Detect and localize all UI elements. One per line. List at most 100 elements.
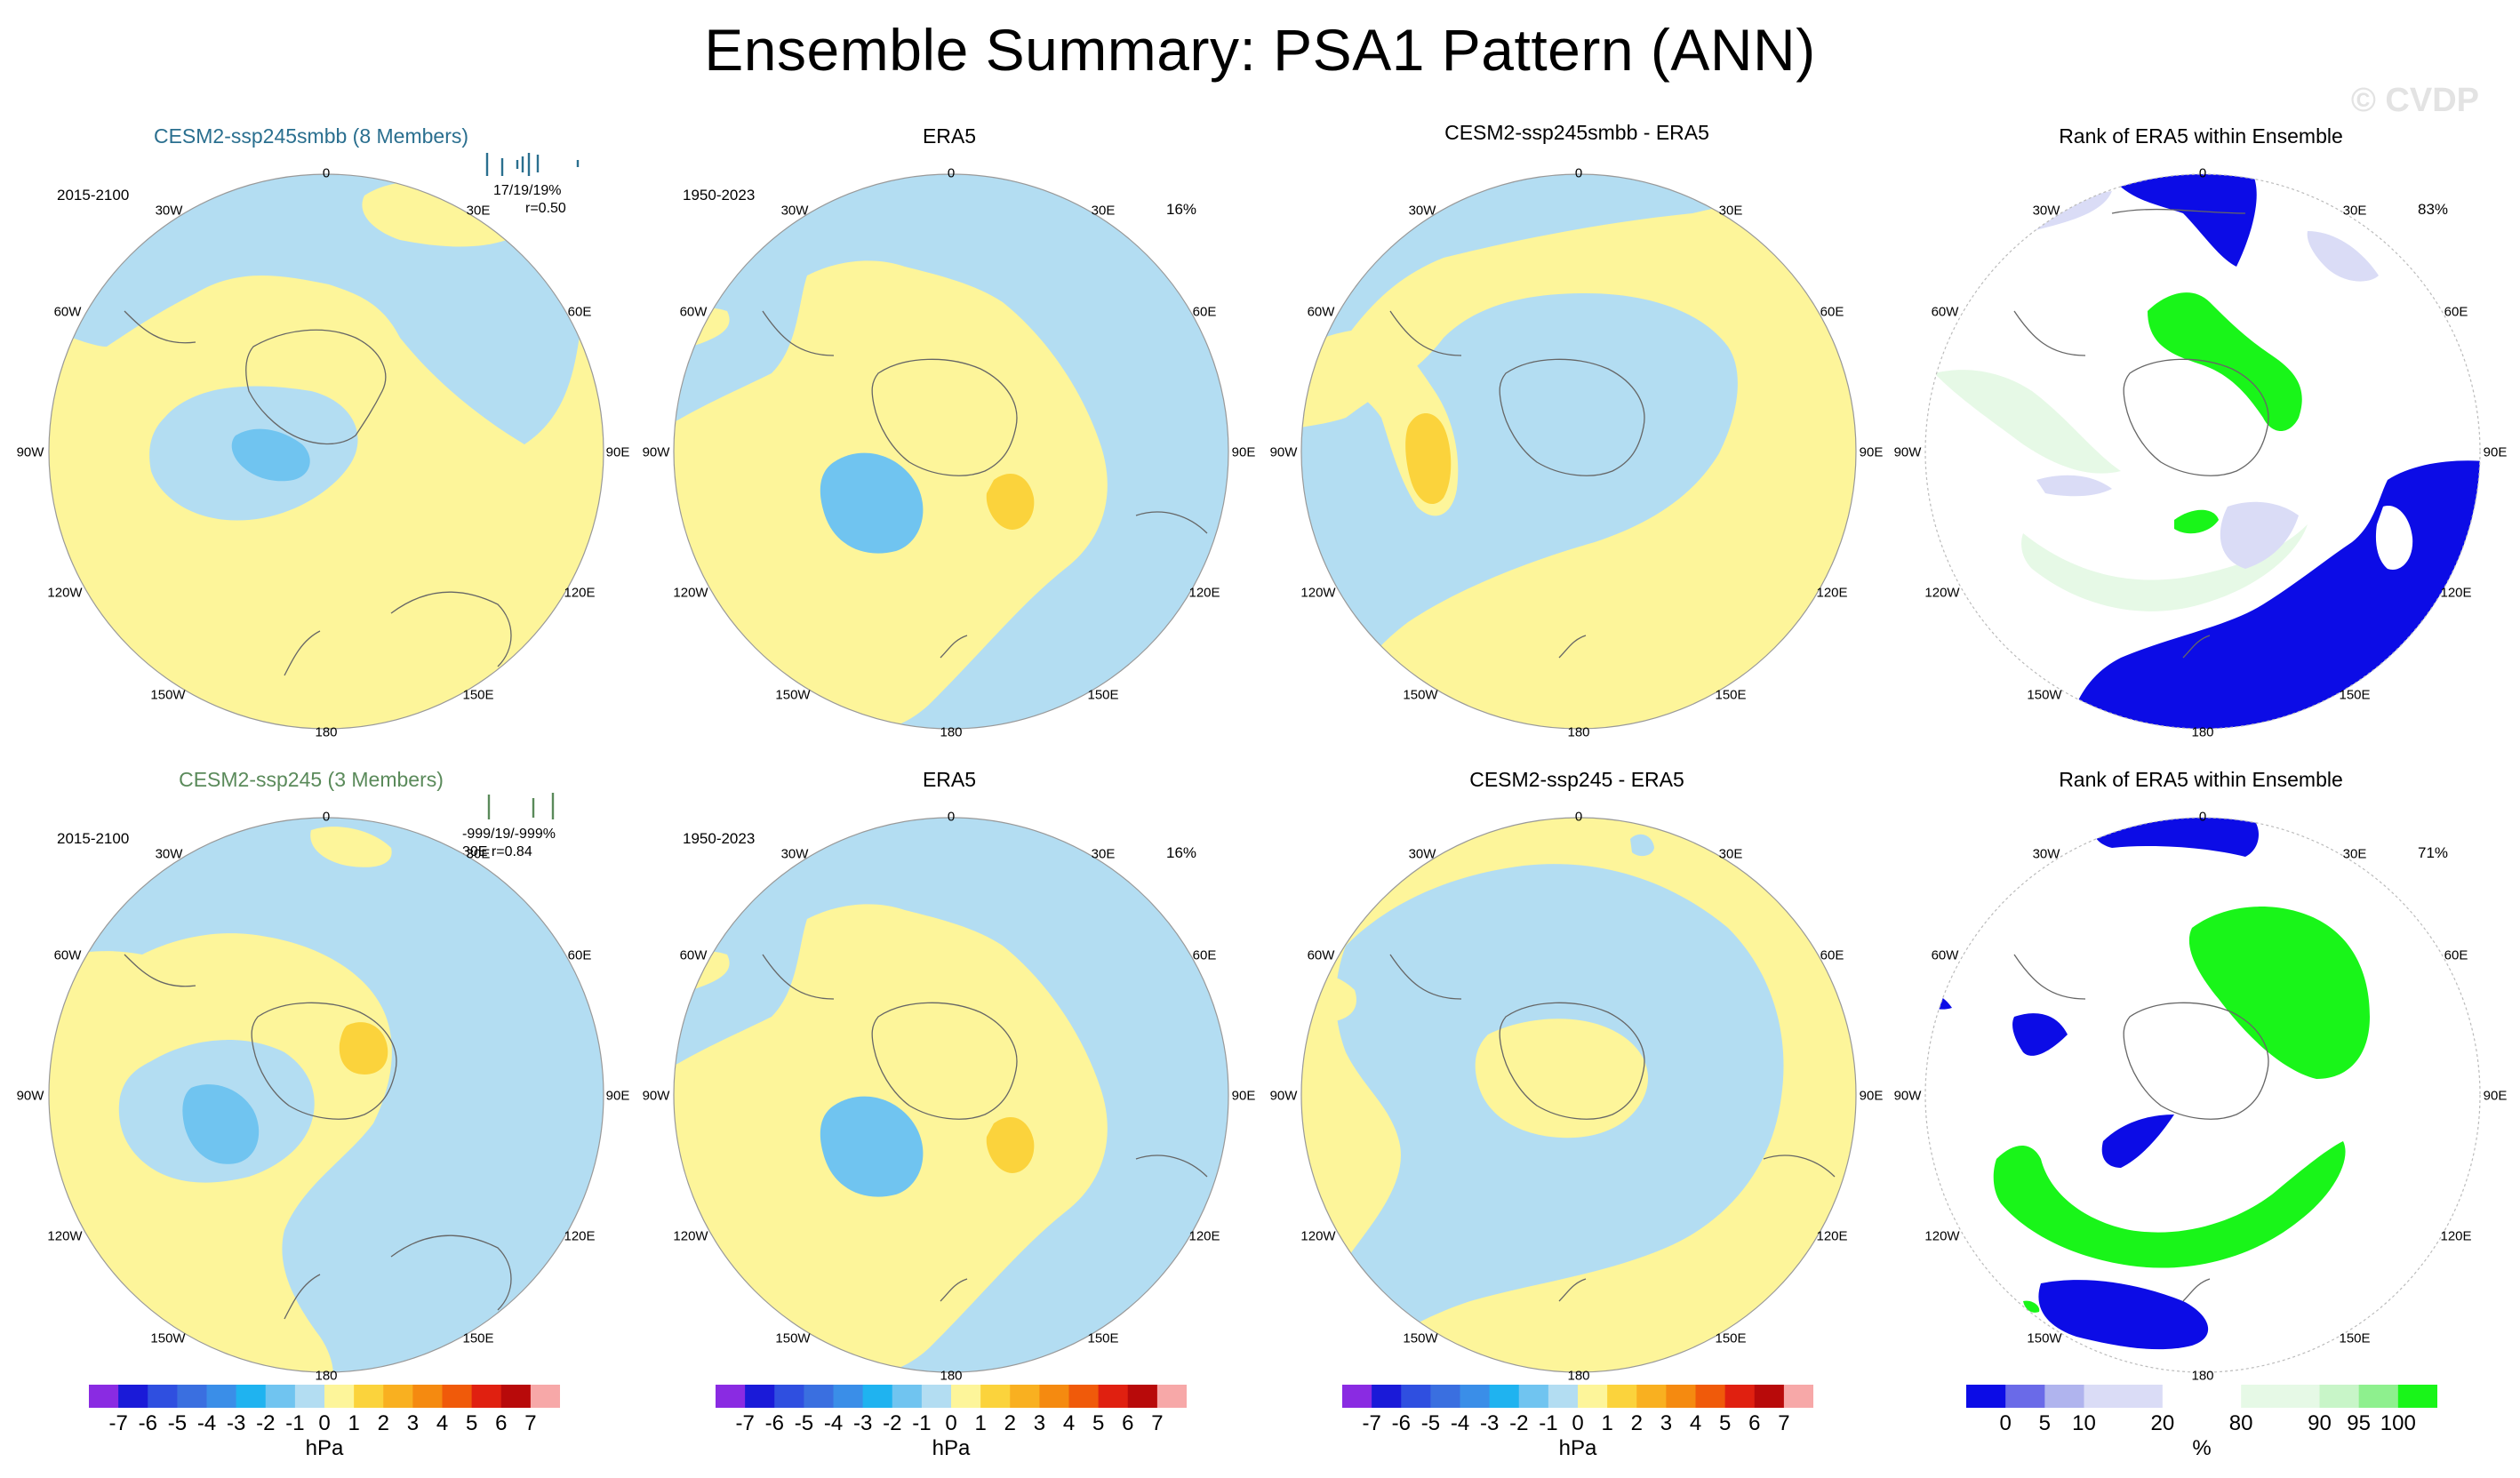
colorbar-swatch <box>1156 1385 1188 1408</box>
panel-title: ERA5 <box>922 768 977 791</box>
lon-label-150w: 150W <box>1403 1330 1438 1346</box>
stats-label: -999/19/-999% 30E r=0.84 <box>462 826 556 861</box>
colorbar-tick-label: -7 <box>108 1411 128 1435</box>
positive-core <box>1405 413 1452 505</box>
colorbar-tick-label: 5 <box>1718 1411 1732 1435</box>
lon-label-60w: 60W <box>1931 947 1959 963</box>
colorbar-swatch <box>1401 1385 1431 1408</box>
negative-core <box>820 452 924 554</box>
lon-label-60e: 60E <box>1192 947 1217 963</box>
colorbar-swatch <box>177 1385 208 1408</box>
colorbar-swatch <box>745 1385 775 1408</box>
colorbar-tick-label: -4 <box>823 1411 844 1435</box>
colorbar-swatch <box>2162 1385 2203 1408</box>
rank-green-arc <box>1993 1141 2346 1268</box>
rank-mint-arc <box>1934 370 2308 611</box>
lon-label-90w: 90W <box>1893 444 1922 460</box>
lon-label-90e: 90E <box>1231 444 1256 460</box>
colorbar-swatch <box>2044 1385 2084 1408</box>
stats-line-1: 17/19/19% <box>493 183 562 198</box>
panel-title: Rank of ERA5 within Ensemble <box>2059 768 2343 791</box>
colorbar-swatch <box>833 1385 864 1408</box>
lon-label-60w: 60W <box>53 947 82 963</box>
negative-core <box>231 428 310 482</box>
colorbar-tick-label: -6 <box>138 1411 157 1435</box>
background-field <box>1925 818 2480 1372</box>
rank-lav-north <box>2005 191 2379 282</box>
lon-label-120e: 120E <box>1816 585 1848 601</box>
lon-label-120e: 120E <box>564 585 596 601</box>
colorbar-swatch <box>2241 1385 2281 1408</box>
colorbar-swatch <box>500 1385 532 1408</box>
colorbar-swatch <box>383 1385 413 1408</box>
colorbar-swatch <box>206 1385 237 1408</box>
colorbar-tick-label: 4 <box>436 1411 449 1435</box>
colorbar-swatch <box>951 1385 981 1408</box>
panel-r2c4: Rank of ERA5 within Ensemble 71% 0 30E 6… <box>1890 768 2512 1461</box>
colorbar-swatch <box>980 1385 1011 1408</box>
lon-label-180: 180 <box>940 724 963 740</box>
lon-label-0: 0 <box>2198 809 2207 825</box>
lon-label-30e: 30E <box>1718 203 1743 219</box>
colorbar-unit: hPa <box>932 1436 971 1460</box>
rank-green-top <box>2148 292 2302 431</box>
map-boundary <box>48 817 604 1373</box>
colorbar-swatch <box>1430 1385 1461 1408</box>
colorbar-tick-label: -6 <box>764 1411 784 1435</box>
lon-label-150w: 150W <box>150 687 186 703</box>
colorbar-tick-label: 5 <box>465 1411 478 1435</box>
colorbar-swatch <box>1460 1385 1491 1408</box>
colorbar-tick-label: 5 <box>1092 1411 1105 1435</box>
rank-white-hole <box>2375 506 2413 570</box>
period-label: 2015-2100 <box>57 830 130 847</box>
lon-label-60w: 60W <box>679 304 708 320</box>
rank-blue-west <box>1925 988 2068 1056</box>
colorbar-tick-label: 2 <box>377 1411 389 1435</box>
lon-label-90w: 90W <box>16 1088 44 1104</box>
lon-label-30e: 30E <box>2342 203 2367 219</box>
colorbar-swatch <box>2280 1385 2320 1408</box>
lon-label-0: 0 <box>1574 165 1583 181</box>
colorbar-swatch <box>804 1385 835 1408</box>
lon-label-120w: 120W <box>1924 1228 1960 1244</box>
colorbar-tick-label: 10 <box>2072 1411 2096 1435</box>
panel-title: CESM2-ssp245smbb - ERA5 <box>1444 121 1709 144</box>
colorbar-tick-label: 100 <box>2380 1411 2416 1435</box>
lon-label-120w: 120W <box>47 1228 83 1244</box>
map-boundary <box>1924 173 2481 730</box>
colorbar-swatch <box>1666 1385 1697 1408</box>
lon-label-60w: 60W <box>1307 304 1335 320</box>
polar-map <box>673 817 1229 1373</box>
colorbar-swatches <box>716 1385 1188 1408</box>
colorbar-swatch <box>774 1385 804 1408</box>
lon-label-150e: 150E <box>2339 1330 2371 1346</box>
colorbar-swatch <box>1127 1385 1158 1408</box>
colorbar-swatch <box>1578 1385 1608 1408</box>
lon-label-60e: 60E <box>2444 304 2468 320</box>
lon-label-150e: 150E <box>1715 687 1747 703</box>
period-label: 2015-2100 <box>57 187 130 204</box>
polar-map <box>48 153 604 730</box>
lon-label-150w: 150W <box>1403 687 1438 703</box>
colorbar-swatch <box>1695 1385 1726 1408</box>
map-boundary <box>673 817 1229 1373</box>
negative-core <box>820 1096 924 1197</box>
colorbar-swatch <box>354 1385 384 1408</box>
positive-core <box>986 473 1035 530</box>
panel-r1c2: ERA5 1950-2023 16% 0 30E 60E 90E 120E 15… <box>638 124 1260 818</box>
lon-label-60e: 60E <box>567 947 592 963</box>
lon-label-120w: 120W <box>1300 585 1336 601</box>
colorbar-hpa-1: -7 -6 -5 -4 -3 -2 -1 0 1 2 3 4 5 6 7 hPa <box>89 1385 561 1474</box>
panel-r2c2: ERA5 1950-2023 16% 0 30E 60E 90E 120E 15… <box>638 768 1260 1461</box>
lon-label-90e: 90E <box>1231 1088 1256 1104</box>
positive-region-north <box>310 827 392 867</box>
colorbar-swatches <box>89 1385 561 1408</box>
lon-label-150e: 150E <box>1715 1330 1747 1346</box>
colorbar-unit: hPa <box>1558 1436 1597 1460</box>
colorbar-tick-label: 7 <box>1778 1411 1790 1435</box>
lon-label-30w: 30W <box>2032 846 2060 862</box>
colorbar-swatch <box>1966 1385 2006 1408</box>
stats-line-2: r=0.50 <box>525 201 566 216</box>
lon-label-30w: 30W <box>1408 846 1436 862</box>
colorbar-tick-label: -5 <box>794 1411 814 1435</box>
